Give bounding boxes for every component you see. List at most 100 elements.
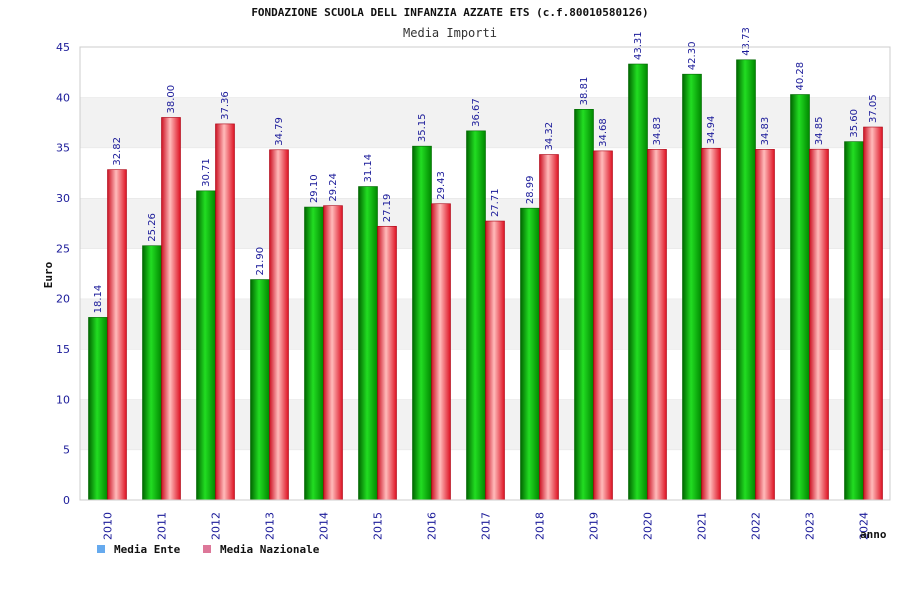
- bars: [88, 59, 883, 501]
- bar-media-nazionale: [269, 149, 289, 501]
- value-label: 18.14: [93, 285, 104, 314]
- x-tick-label: 2024: [858, 512, 871, 540]
- bar-media-nazionale: [485, 220, 505, 501]
- value-label: 34.83: [760, 117, 771, 146]
- value-label: 25.26: [147, 213, 158, 242]
- y-tick-label: 30: [56, 192, 70, 205]
- value-label: 36.67: [471, 98, 482, 127]
- y-tick-label: 10: [56, 393, 70, 406]
- bar-media-ente: [250, 279, 270, 501]
- y-axis-label: Euro: [42, 261, 55, 288]
- bar-media-nazionale: [431, 203, 451, 501]
- value-label: 43.73: [741, 27, 752, 56]
- value-label: 28.99: [525, 176, 536, 205]
- x-axis-label: anno: [860, 528, 887, 541]
- value-label: 42.30: [687, 42, 698, 71]
- bar-media-nazionale: [647, 149, 667, 501]
- bar-media-ente: [304, 206, 324, 501]
- x-tick-label: 2016: [426, 512, 439, 540]
- bar-media-ente: [358, 186, 378, 501]
- x-tick-label: 2022: [750, 512, 763, 540]
- x-tick-label: 2013: [264, 512, 277, 540]
- bar-media-ente: [574, 109, 594, 501]
- x-tick-label: 2019: [588, 512, 601, 540]
- legend: Media Ente Media Nazionale: [97, 543, 320, 556]
- bar-media-nazionale: [701, 147, 721, 501]
- x-tick-label: 2017: [480, 512, 493, 540]
- x-tick-label: 2023: [804, 512, 817, 540]
- y-tick-label: 0: [63, 494, 70, 507]
- bar-media-nazionale: [809, 148, 829, 501]
- x-tick-label: 2015: [372, 512, 385, 540]
- legend-swatch-media-ente: [97, 545, 105, 553]
- y-tick-label: 35: [56, 142, 70, 155]
- bar-media-ente: [682, 73, 702, 501]
- bar-media-nazionale: [863, 126, 883, 501]
- value-label: 27.19: [382, 194, 393, 223]
- value-label: 34.94: [706, 116, 717, 145]
- value-label: 34.68: [598, 118, 609, 147]
- value-label: 38.00: [166, 85, 177, 114]
- bar-media-nazionale: [539, 154, 559, 501]
- y-tick-label: 15: [56, 343, 70, 356]
- bar-media-ente: [628, 63, 648, 501]
- bar-media-nazionale: [161, 117, 181, 501]
- x-tick-label: 2014: [318, 512, 331, 540]
- chart-title: FONDAZIONE SCUOLA DELL INFANZIA AZZATE E…: [251, 6, 648, 19]
- x-tick-label: 2018: [534, 512, 547, 540]
- y-axis-ticks: 0 5 10 15 20 25 30 35 40 45: [56, 41, 70, 507]
- value-label: 34.85: [814, 117, 825, 146]
- x-axis-ticks: 2010 2011 2012 2013 2014 2015 2016 2017 2018 2019…: [102, 512, 871, 540]
- y-tick-label: 20: [56, 293, 70, 306]
- value-label: 35.15: [417, 114, 428, 143]
- x-tick-label: 2010: [102, 512, 115, 540]
- plot-frame: [79, 46, 891, 501]
- value-label: 32.82: [112, 137, 123, 166]
- value-label: 27.71: [490, 188, 501, 217]
- value-label: 29.10: [309, 174, 320, 203]
- legend-label-media-nazionale: Media Nazionale: [220, 543, 320, 556]
- y-tick-label: 5: [63, 444, 70, 457]
- bar-media-ente: [412, 145, 432, 501]
- x-tick-label: 2012: [210, 512, 223, 540]
- value-label: 37.05: [868, 94, 879, 123]
- value-label: 34.32: [544, 122, 555, 151]
- bar-media-ente: [88, 317, 108, 501]
- value-label: 35.60: [849, 109, 860, 138]
- bar-media-ente: [466, 130, 486, 501]
- y-tick-label: 25: [56, 242, 70, 255]
- x-tick-label: 2011: [156, 512, 169, 540]
- value-label: 21.90: [255, 247, 266, 276]
- bar-media-ente: [196, 190, 216, 501]
- bar-media-nazionale: [377, 225, 397, 501]
- y-tick-label: 40: [56, 91, 70, 104]
- value-label: 37.36: [220, 91, 231, 120]
- legend-swatch-media-nazionale: [203, 545, 211, 553]
- value-label: 38.81: [579, 77, 590, 106]
- value-label: 40.28: [795, 62, 806, 91]
- value-label: 34.79: [274, 117, 285, 146]
- bar-media-ente: [736, 59, 756, 501]
- bar-media-ente: [520, 207, 540, 501]
- bar-media-nazionale: [215, 123, 235, 501]
- bar-media-nazionale: [107, 169, 127, 501]
- value-label: 30.71: [201, 158, 212, 187]
- x-tick-label: 2020: [642, 512, 655, 540]
- value-label: 34.83: [652, 117, 663, 146]
- bar-media-nazionale: [755, 149, 775, 501]
- bar-media-nazionale: [593, 150, 613, 501]
- bar-media-ente: [142, 245, 162, 501]
- legend-label-media-ente: Media Ente: [114, 543, 181, 556]
- value-label: 29.24: [328, 173, 339, 202]
- x-tick-label: 2021: [696, 512, 709, 540]
- value-labels: 18.14 32.82 25.26 38.00 30.71 37.36 21.90 34.79…: [93, 27, 879, 313]
- value-label: 43.31: [633, 31, 644, 60]
- bar-media-nazionale: [323, 205, 343, 501]
- bar-media-ente: [790, 94, 810, 501]
- bar-media-ente: [844, 141, 864, 501]
- y-tick-label: 45: [56, 41, 70, 54]
- grid-band: [80, 47, 890, 98]
- value-label: 29.43: [436, 171, 447, 200]
- chart-subtitle: Media Importi: [403, 26, 497, 40]
